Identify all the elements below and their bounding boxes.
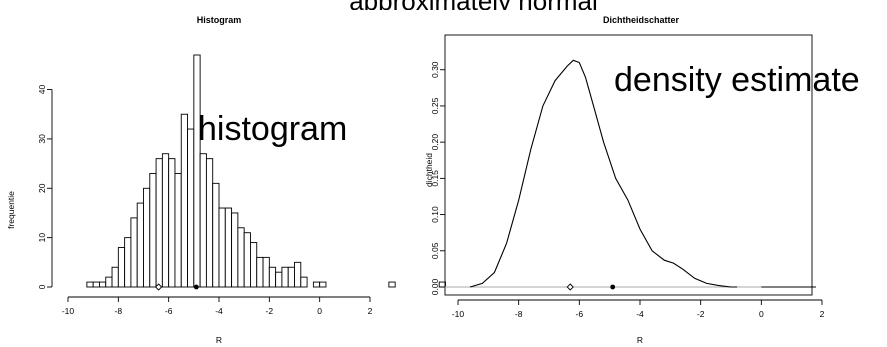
histogram-bar [143, 187, 151, 288]
histogram-y-tick-label: 10 [37, 233, 47, 243]
histogram-bar [268, 266, 277, 288]
top-banner-text: approximately normal [60, 0, 887, 10]
histogram-y-tick-label: 0 [37, 284, 47, 289]
histogram-y-tick-label: 30 [37, 134, 47, 144]
histogram-bar [149, 173, 157, 288]
histogram-bar [275, 271, 283, 288]
histogram-x-tick-label: -6 [165, 306, 173, 316]
histogram-bar [262, 256, 270, 288]
density-y-tick-label: 0.20 [430, 134, 440, 151]
histogram-bar [224, 207, 233, 288]
histogram-x-tick-label: -4 [215, 306, 223, 316]
density-x-axis-label: R [637, 335, 643, 345]
histogram-x-tick-label: -2 [266, 306, 274, 316]
histogram-bar [199, 153, 207, 288]
histogram-median-marker [193, 284, 199, 290]
density-x-tick-label: -4 [636, 309, 644, 319]
histogram-bar [312, 281, 321, 288]
histogram-bar [174, 173, 182, 288]
histogram-bar [168, 158, 176, 288]
histogram-bar [287, 266, 295, 288]
histogram-bar [212, 182, 220, 288]
density-x-tick-label: -6 [576, 309, 584, 319]
histogram-y-tick-label: 40 [37, 85, 47, 95]
density-x-tick-label: -8 [515, 309, 523, 319]
histogram-bar [300, 276, 308, 288]
density-y-tick-label: 0.05 [430, 242, 440, 259]
histogram-bar [231, 212, 239, 288]
histogram-bar [187, 128, 195, 288]
histogram-bar [117, 247, 126, 288]
histogram-bar [205, 158, 214, 288]
histogram-x-tick-label: 0 [317, 306, 322, 316]
histogram-bar [136, 202, 144, 288]
density-median-marker [610, 284, 616, 290]
histogram-x-tick-label: -10 [62, 306, 75, 316]
histogram-title: Histogram [197, 15, 242, 25]
density-x-tick-label: -2 [697, 309, 705, 319]
density-title: Dichtheidschatter [603, 15, 680, 25]
histogram-x-tick-label: -8 [115, 306, 123, 316]
histogram-bar [237, 227, 245, 288]
density-y-tick-label: 0.10 [430, 206, 440, 223]
histogram-y-axis-label: frequentie [6, 191, 16, 229]
density-plot-box [444, 34, 813, 296]
histogram-bar [105, 276, 113, 288]
histogram-bar [111, 266, 119, 288]
histogram-bar [250, 242, 258, 288]
histogram-bar [130, 217, 138, 288]
density-x-tick-label: 2 [820, 309, 825, 319]
density-y-tick-label: 0.00 [430, 278, 440, 295]
histogram-bar [99, 281, 107, 288]
histogram-bar [281, 266, 289, 288]
density-curve [469, 59, 738, 288]
histogram-bar [180, 113, 188, 288]
histogram-bar [256, 256, 264, 288]
histogram-bar [193, 54, 201, 288]
density-annotation: density estimate [614, 61, 860, 99]
histogram-bar [124, 237, 132, 288]
histogram-bar [86, 281, 94, 288]
histogram-x-tick-label: 2 [368, 306, 373, 316]
histogram-bar [92, 281, 100, 288]
top-banner: approximately normal [0, 0, 887, 10]
density-y-tick-label: 0.25 [430, 97, 440, 114]
density-x-tick-label: 0 [759, 309, 764, 319]
histogram-bar [218, 207, 226, 288]
density-y-tick-label: 0.30 [430, 61, 440, 78]
histogram-y-tick-label: 20 [37, 183, 47, 193]
histogram-bar [243, 232, 251, 288]
histogram-mean-marker [154, 283, 163, 291]
histogram-bar [155, 158, 163, 288]
density-mean-marker [566, 283, 574, 291]
density-y-axis-label: dichtheid [424, 153, 434, 187]
histogram-x-axis-label: R [216, 335, 222, 345]
histogram-bar [161, 153, 170, 288]
density-y-tick-label: 0.15 [430, 170, 440, 187]
histogram-bar [319, 281, 327, 288]
histogram-bar [388, 281, 396, 288]
histogram-bar [294, 261, 302, 288]
density-x-tick-label: -10 [452, 309, 465, 319]
histogram-annotation: histogram [198, 110, 347, 148]
